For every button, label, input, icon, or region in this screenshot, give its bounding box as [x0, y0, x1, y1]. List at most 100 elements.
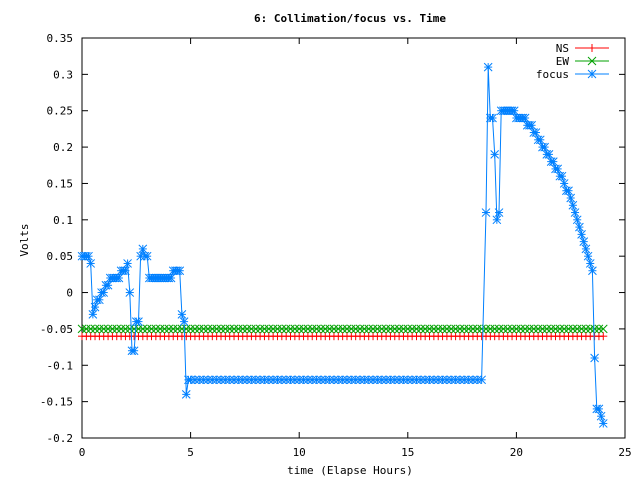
- data-point: [477, 324, 487, 334]
- data-point: [403, 324, 413, 334]
- data-point: [492, 215, 502, 225]
- data-point: [181, 324, 191, 334]
- data-point: [535, 135, 545, 145]
- data-point: [477, 375, 487, 385]
- data-point: [585, 324, 595, 334]
- data-point: [507, 324, 517, 334]
- y-tick-label: 0.3: [53, 68, 73, 81]
- data-point: [559, 179, 569, 188]
- y-tick-label: 0.05: [47, 250, 74, 263]
- data-point: [564, 324, 573, 334]
- data-point: [125, 324, 135, 334]
- data-point: [459, 324, 469, 334]
- x-tick-label: 20: [510, 446, 523, 459]
- data-point: [577, 230, 586, 239]
- chart-title: 6: Collimation/focus vs. Time: [254, 12, 446, 25]
- data-point: [598, 324, 608, 334]
- data-point: [553, 164, 563, 174]
- data-point: [190, 375, 200, 385]
- data-point: [512, 324, 521, 334]
- y-tick-label: 0.1: [53, 214, 73, 227]
- data-point: [455, 375, 465, 385]
- data-point: [429, 324, 439, 334]
- data-point: [268, 375, 278, 385]
- legend-label: focus: [536, 68, 569, 81]
- data-point: [394, 324, 404, 334]
- data-point: [587, 69, 597, 79]
- data-point: [360, 324, 369, 334]
- data-point: [212, 324, 222, 334]
- x-tick-label: 0: [79, 446, 86, 459]
- data-point: [377, 324, 387, 334]
- data-point: [203, 324, 213, 334]
- data-point: [147, 324, 156, 334]
- data-point: [84, 251, 93, 261]
- data-point: [509, 106, 519, 116]
- data-point: [464, 324, 473, 334]
- data-point: [499, 324, 508, 334]
- data-point: [99, 288, 109, 297]
- x-axis-label: time (Elapse Hours): [287, 464, 413, 477]
- data-point: [316, 324, 326, 334]
- data-point: [220, 324, 230, 334]
- data-point: [468, 324, 478, 334]
- data-point: [207, 324, 217, 334]
- data-point: [566, 193, 576, 203]
- data-point: [164, 324, 174, 334]
- data-point: [472, 324, 482, 334]
- data-point: [299, 324, 308, 334]
- data-point: [90, 302, 100, 312]
- data-point: [294, 324, 304, 334]
- data-point: [520, 113, 530, 123]
- y-tick-label: 0.15: [47, 177, 74, 190]
- data-point: [579, 237, 589, 246]
- data-point: [373, 324, 382, 334]
- data-point: [179, 317, 189, 326]
- data-point: [281, 324, 291, 334]
- data-point: [290, 375, 300, 385]
- data-point: [407, 324, 417, 334]
- data-point: [381, 324, 391, 334]
- data-point: [238, 324, 248, 334]
- data-point: [273, 324, 282, 334]
- data-point: [268, 324, 278, 334]
- data-point: [177, 310, 187, 319]
- data-point: [351, 324, 361, 334]
- data-point: [590, 324, 599, 334]
- data-point: [312, 375, 321, 385]
- data-point: [251, 324, 261, 334]
- data-point: [303, 324, 313, 334]
- x-tick-label: 25: [618, 446, 631, 459]
- data-point: [329, 324, 339, 334]
- data-point: [559, 324, 569, 334]
- data-point: [264, 324, 274, 334]
- data-point: [368, 324, 378, 334]
- data-point: [538, 324, 547, 334]
- data-point: [472, 375, 482, 385]
- data-point: [108, 324, 117, 334]
- data-point: [529, 324, 539, 334]
- data-point: [455, 324, 465, 334]
- data-point: [220, 375, 230, 385]
- data-point: [386, 324, 395, 334]
- data-point: [138, 244, 148, 254]
- data-point: [581, 244, 591, 254]
- data-point: [368, 375, 378, 385]
- data-point: [142, 251, 152, 261]
- data-point: [546, 324, 556, 334]
- data-point: [446, 324, 456, 334]
- data-point: [577, 324, 586, 334]
- y-tick-label: -0.1: [47, 359, 74, 372]
- data-point: [142, 324, 152, 334]
- data-point: [570, 208, 580, 217]
- data-point: [594, 324, 604, 334]
- data-point: [216, 324, 226, 334]
- data-point: [247, 324, 256, 334]
- data-point: [360, 375, 369, 385]
- x-tick-label: 10: [293, 446, 306, 459]
- data-point: [583, 251, 593, 261]
- data-point: [229, 375, 239, 385]
- data-point: [490, 324, 500, 334]
